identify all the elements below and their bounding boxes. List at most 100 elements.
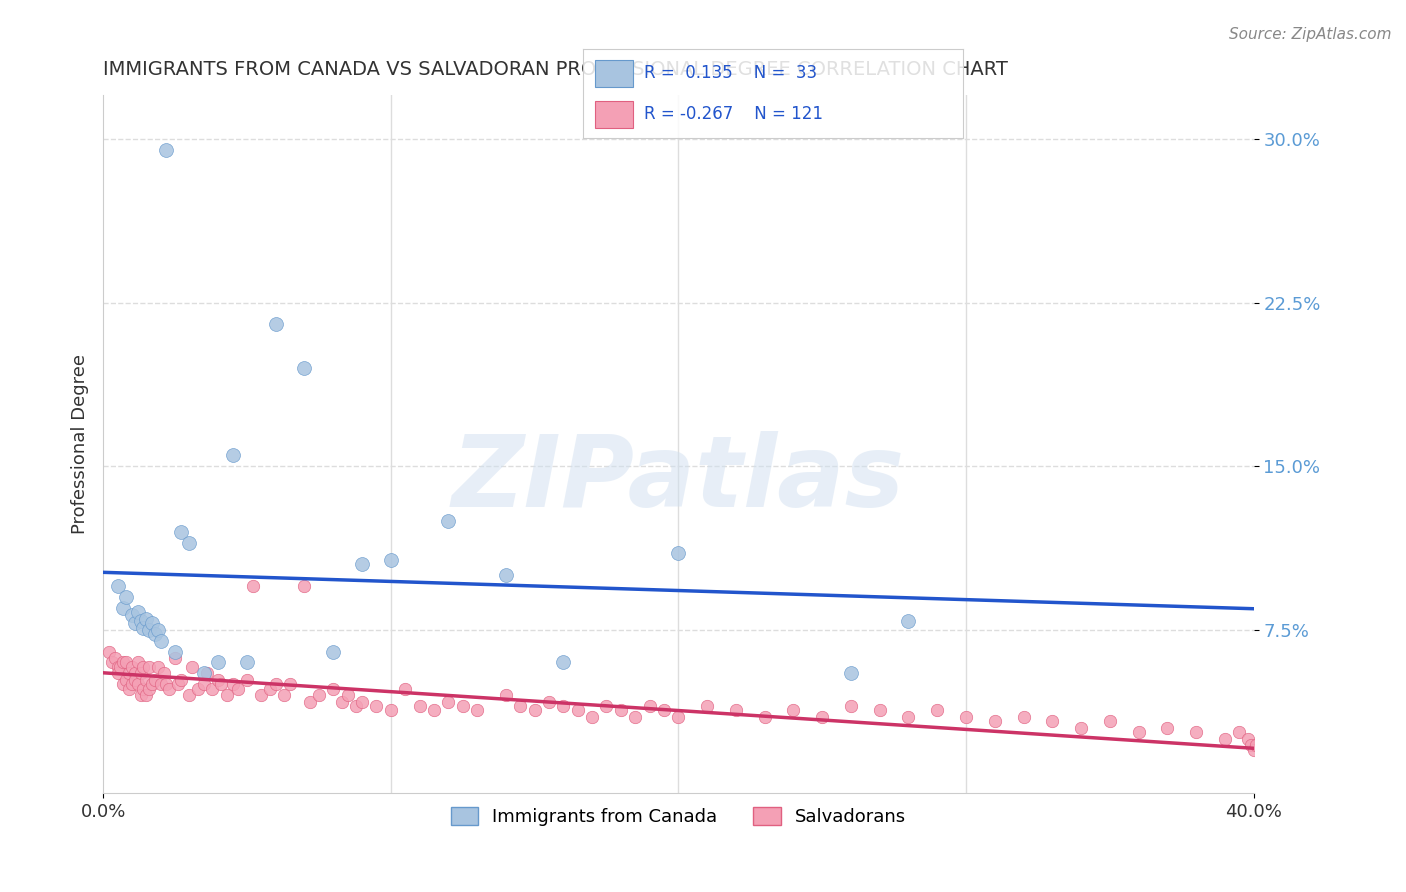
Point — [1012, 710, 1035, 724]
Point — [152, 666, 174, 681]
Point — [264, 318, 287, 332]
Point — [553, 699, 575, 714]
Point — [624, 710, 647, 724]
Point — [278, 677, 301, 691]
Point — [170, 524, 193, 539]
Point — [250, 688, 273, 702]
Point — [336, 688, 359, 702]
Point — [107, 579, 129, 593]
Point — [138, 681, 160, 696]
Text: R = -0.267    N = 121: R = -0.267 N = 121 — [644, 105, 824, 123]
Point — [1243, 743, 1265, 757]
Point — [167, 677, 190, 691]
Point — [495, 568, 517, 582]
Point — [157, 681, 180, 696]
Point — [259, 681, 281, 696]
Point — [226, 681, 249, 696]
Point — [408, 699, 430, 714]
Point — [115, 673, 138, 687]
Point — [104, 651, 127, 665]
Point — [121, 677, 143, 691]
Point — [193, 666, 215, 681]
Point — [146, 660, 169, 674]
Point — [299, 695, 322, 709]
Point — [437, 514, 460, 528]
Point — [955, 710, 977, 724]
Point — [193, 677, 215, 691]
Point — [143, 673, 166, 687]
Point — [107, 666, 129, 681]
Point — [112, 656, 135, 670]
Point — [1156, 721, 1178, 735]
Point — [129, 614, 152, 628]
Point — [350, 695, 373, 709]
Point — [322, 644, 344, 658]
Point — [201, 681, 224, 696]
Point — [1070, 721, 1092, 735]
Point — [209, 677, 232, 691]
Point — [242, 579, 264, 593]
Point — [1257, 747, 1279, 761]
Point — [207, 656, 229, 670]
Point — [124, 616, 146, 631]
Point — [221, 448, 243, 462]
Point — [146, 623, 169, 637]
Point — [1285, 747, 1308, 761]
Point — [121, 607, 143, 622]
Point — [138, 623, 160, 637]
Point — [1386, 764, 1406, 779]
Point — [652, 703, 675, 717]
Point — [1246, 739, 1268, 753]
Point — [118, 666, 141, 681]
Point — [132, 681, 155, 696]
Point — [1213, 731, 1236, 746]
Point — [124, 673, 146, 687]
FancyBboxPatch shape — [595, 101, 633, 128]
Point — [170, 673, 193, 687]
Point — [127, 677, 149, 691]
Point — [236, 673, 259, 687]
Point — [897, 710, 920, 724]
Point — [595, 699, 617, 714]
Point — [350, 558, 373, 572]
Point — [112, 601, 135, 615]
Y-axis label: Professional Degree: Professional Degree — [72, 354, 89, 534]
Point — [294, 579, 316, 593]
Point — [581, 710, 603, 724]
Point — [1271, 743, 1294, 757]
Point — [537, 695, 560, 709]
Point — [1040, 714, 1063, 729]
Point — [610, 703, 633, 717]
Point — [135, 688, 157, 702]
Point — [121, 660, 143, 674]
Point — [897, 614, 920, 628]
Point — [1329, 754, 1351, 768]
Point — [264, 677, 287, 691]
Point — [163, 651, 186, 665]
Point — [100, 656, 122, 670]
Point — [221, 677, 243, 691]
Point — [344, 699, 367, 714]
Point — [495, 688, 517, 702]
Point — [129, 688, 152, 702]
Point — [330, 695, 353, 709]
Point — [1128, 725, 1150, 739]
Point — [215, 688, 238, 702]
Point — [273, 688, 295, 702]
Point — [97, 644, 120, 658]
Point — [1301, 754, 1323, 768]
Point — [155, 677, 177, 691]
Text: ZIPatlas: ZIPatlas — [451, 431, 905, 528]
Point — [112, 677, 135, 691]
Point — [127, 605, 149, 619]
Point — [509, 699, 531, 714]
Point — [1372, 760, 1395, 774]
Point — [380, 703, 402, 717]
Point — [129, 666, 152, 681]
Point — [553, 656, 575, 670]
Point — [423, 703, 446, 717]
Text: IMMIGRANTS FROM CANADA VS SALVADORAN PROFESSIONAL DEGREE CORRELATION CHART: IMMIGRANTS FROM CANADA VS SALVADORAN PRO… — [103, 60, 1008, 78]
Point — [107, 660, 129, 674]
Point — [666, 710, 689, 724]
Point — [179, 535, 201, 549]
